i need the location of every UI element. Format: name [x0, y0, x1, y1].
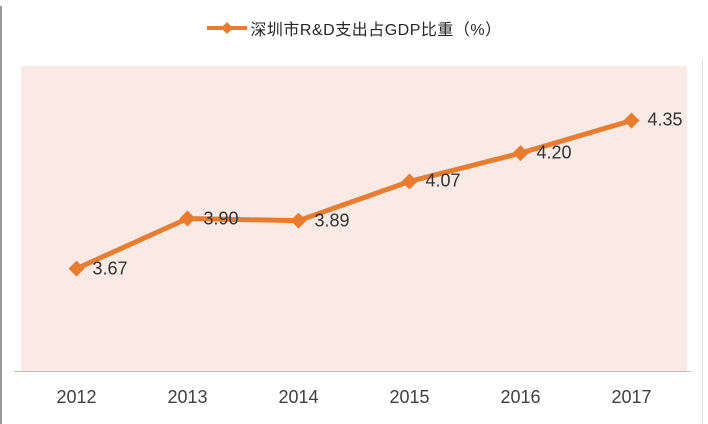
x-axis-tick-label: 2015: [389, 387, 430, 407]
legend-series-marker-icon: [207, 22, 248, 34]
data-point-diamond-marker: [623, 112, 640, 129]
chart-frame-right-border: [702, 60, 703, 424]
data-point-label: 4.20: [536, 142, 572, 163]
x-axis-tick-label: 2017: [611, 387, 652, 407]
x-axis-line: [14, 371, 691, 372]
data-point-label: 3.90: [203, 208, 239, 228]
legend-series-label: 深圳市R&D支出占GDP比重（%）: [250, 22, 502, 39]
x-axis-tick-label: 2016: [500, 387, 541, 407]
data-point-label: 4.07: [425, 170, 461, 191]
plot-area: [21, 66, 687, 371]
x-axis-tick-label: 2013: [167, 387, 208, 407]
data-point-diamond-marker: [290, 212, 307, 229]
chart-frame-left-border: [0, 6, 2, 424]
data-point-label: 4.35: [647, 109, 683, 130]
series-line: [74, 117, 634, 272]
data-point-label: 3.89: [314, 210, 350, 231]
data-point-diamond-marker: [401, 173, 418, 190]
x-axis-tick-label: 2012: [56, 387, 97, 407]
data-point-diamond-marker: [179, 210, 196, 227]
x-axis-tick-label: 2014: [278, 387, 319, 407]
chart-legend: 深圳市R&D支出占GDP比重（%）: [0, 16, 708, 40]
data-point-diamond-marker: [68, 260, 85, 277]
data-point-label: 3.67: [92, 258, 128, 279]
line-series-svg: [68, 112, 640, 277]
data-point-diamond-marker: [512, 145, 529, 162]
